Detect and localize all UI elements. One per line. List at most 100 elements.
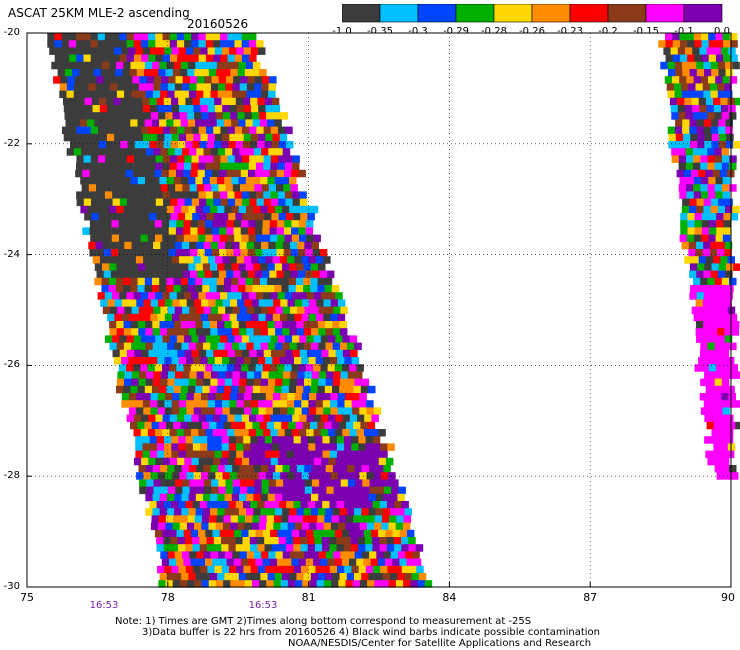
swath-cell bbox=[126, 335, 134, 343]
swath-cell bbox=[232, 479, 241, 487]
swath-cell bbox=[245, 285, 253, 293]
swath-cell bbox=[155, 191, 163, 199]
swath-cell bbox=[157, 450, 165, 459]
swath-cell bbox=[322, 357, 331, 365]
swath-cell bbox=[90, 234, 98, 243]
swath-cell bbox=[146, 306, 154, 315]
swath-cell bbox=[258, 357, 266, 365]
swath-cell bbox=[254, 76, 263, 84]
swath-cell bbox=[89, 169, 98, 178]
swath-cell bbox=[240, 184, 248, 192]
swath-cell bbox=[154, 249, 162, 257]
swath-cell bbox=[333, 486, 342, 495]
swath-cell bbox=[144, 69, 152, 77]
swath-cell bbox=[189, 83, 197, 91]
swath-cell bbox=[186, 393, 195, 401]
swath-cell bbox=[693, 76, 702, 84]
swath-cell bbox=[379, 537, 387, 545]
swath-cell bbox=[170, 349, 178, 358]
swath-cell bbox=[171, 97, 179, 106]
swath-cell bbox=[188, 465, 197, 473]
swath-cell bbox=[162, 40, 170, 48]
swath-cell bbox=[212, 33, 221, 41]
swath-cell bbox=[173, 285, 181, 293]
swath-cell bbox=[703, 205, 711, 214]
swath-cell bbox=[160, 148, 168, 156]
swath-cell bbox=[230, 522, 238, 531]
swath-cell bbox=[218, 371, 226, 379]
swath-cell bbox=[177, 213, 186, 221]
swath-cell bbox=[128, 357, 136, 365]
swath-cells bbox=[47, 33, 740, 588]
swath-cell bbox=[222, 133, 230, 142]
swath-cell bbox=[273, 522, 281, 531]
swath-cell bbox=[146, 184, 154, 192]
swath-cell bbox=[306, 292, 314, 300]
swath-cell bbox=[700, 76, 709, 84]
swath-cell bbox=[703, 126, 712, 135]
swath-cell bbox=[243, 501, 251, 509]
swath-cell bbox=[137, 421, 145, 430]
swath-cell bbox=[154, 364, 163, 372]
swath-cell bbox=[107, 256, 115, 264]
swath-cell bbox=[415, 544, 424, 552]
swath-cell bbox=[118, 220, 127, 228]
swath-cell bbox=[181, 241, 190, 250]
swath-cell bbox=[366, 472, 374, 480]
swath-cell bbox=[323, 256, 331, 264]
swath-cell bbox=[265, 472, 274, 480]
swath-cell bbox=[191, 54, 199, 63]
swath-cell bbox=[92, 105, 101, 113]
swath-cell bbox=[215, 299, 223, 307]
swath-cell bbox=[245, 421, 253, 430]
swath-cell bbox=[174, 328, 182, 336]
swath-cell bbox=[202, 177, 211, 185]
swath-cell bbox=[146, 486, 154, 495]
swath-cell bbox=[107, 112, 116, 120]
swath-cell bbox=[91, 213, 99, 221]
swath-cell bbox=[286, 436, 294, 444]
swath-cell bbox=[159, 119, 167, 127]
swath-cell bbox=[140, 234, 149, 243]
swath-cell bbox=[273, 515, 282, 523]
swath-cell bbox=[188, 378, 197, 387]
swath-cell bbox=[138, 378, 146, 387]
swath-cell bbox=[152, 508, 160, 516]
swath-cell bbox=[285, 537, 294, 545]
swath-cell bbox=[706, 47, 715, 55]
swath-cell bbox=[244, 112, 252, 120]
swath-cell bbox=[310, 321, 319, 329]
swath-cell bbox=[111, 220, 119, 228]
swath-cell bbox=[195, 493, 204, 502]
swath-cell bbox=[271, 544, 280, 552]
swath-cell bbox=[203, 342, 211, 351]
swath-cell bbox=[253, 148, 262, 156]
swath-cell bbox=[210, 573, 218, 581]
swath-cell bbox=[721, 342, 730, 351]
swath-cell bbox=[177, 198, 185, 207]
swath-cell bbox=[174, 508, 182, 516]
swath-cell bbox=[179, 580, 188, 588]
swath-cell bbox=[721, 457, 730, 466]
swath-cell bbox=[280, 522, 288, 531]
swath-cell bbox=[124, 371, 133, 379]
swath-cell bbox=[375, 573, 384, 581]
swath-cell bbox=[686, 191, 694, 199]
swath-cell bbox=[347, 479, 356, 487]
swath-cell bbox=[114, 133, 122, 142]
swath-cell bbox=[259, 421, 268, 430]
swath-cell bbox=[225, 83, 233, 91]
swath-cell bbox=[272, 450, 280, 459]
swath-cell bbox=[250, 565, 259, 574]
swath-cell bbox=[326, 270, 335, 279]
swath-cell bbox=[283, 371, 291, 379]
swath-cell bbox=[184, 335, 192, 343]
swath-cell bbox=[198, 126, 207, 135]
swath-cell bbox=[90, 162, 98, 171]
swath-cell bbox=[186, 112, 195, 120]
swath-cell bbox=[256, 191, 264, 199]
swath-cell bbox=[122, 69, 130, 77]
swath-cell bbox=[166, 321, 175, 329]
swath-cell bbox=[359, 580, 368, 588]
swath-cell bbox=[259, 69, 267, 77]
